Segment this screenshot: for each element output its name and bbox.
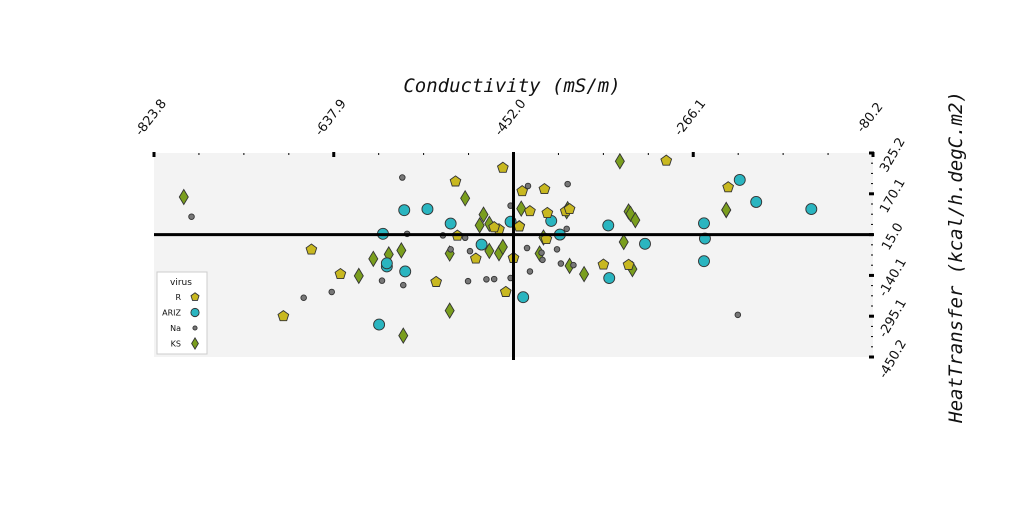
point-na bbox=[466, 247, 474, 255]
point-na bbox=[563, 225, 570, 233]
point-ks bbox=[444, 302, 455, 320]
point-ariz bbox=[602, 219, 615, 232]
point-ariz bbox=[698, 217, 710, 230]
point-na bbox=[564, 180, 571, 188]
point-ariz bbox=[421, 203, 434, 216]
point-na bbox=[524, 182, 532, 190]
point-na bbox=[447, 246, 454, 253]
point-r bbox=[499, 285, 512, 297]
point-ks bbox=[478, 206, 489, 223]
point-ariz bbox=[475, 238, 488, 251]
point-r bbox=[469, 252, 482, 264]
point-na bbox=[570, 261, 577, 269]
point-na bbox=[464, 277, 472, 285]
y-tick-label: 170.1 bbox=[877, 176, 909, 216]
point-ks bbox=[484, 242, 495, 260]
point-r bbox=[277, 310, 290, 322]
point-ariz bbox=[398, 204, 411, 217]
x-tick-label: -80.2 bbox=[854, 100, 887, 136]
x-tick-label: -637.9 bbox=[312, 97, 350, 139]
point-ks bbox=[614, 152, 625, 170]
point-ks bbox=[618, 233, 629, 251]
point-na bbox=[483, 276, 490, 283]
point-r bbox=[305, 243, 318, 255]
x-axis-title: Conductivity (mS/m) bbox=[403, 75, 620, 97]
point-r bbox=[496, 161, 509, 173]
point-na bbox=[490, 275, 498, 283]
point-r bbox=[524, 205, 536, 217]
point-na bbox=[399, 174, 406, 181]
point-na bbox=[400, 281, 407, 289]
point-r bbox=[449, 175, 462, 187]
point-ariz bbox=[698, 255, 710, 268]
point-ariz bbox=[373, 318, 386, 331]
legend-marker-ks bbox=[191, 337, 199, 350]
x-tick-label: -452.0 bbox=[492, 97, 530, 139]
y-tick-label: -140.1 bbox=[876, 256, 910, 300]
point-ks bbox=[579, 265, 590, 283]
point-ariz bbox=[805, 203, 818, 216]
point-r bbox=[538, 182, 551, 195]
point-na bbox=[378, 277, 386, 284]
point-ks bbox=[396, 242, 407, 259]
point-ks bbox=[497, 238, 508, 256]
legend: virus R ARIZ Na KS bbox=[156, 271, 208, 355]
legend-title: virus bbox=[170, 278, 192, 288]
legend-label-ks: KS bbox=[171, 340, 181, 349]
y-tick-label: 325.2 bbox=[877, 135, 909, 175]
point-r bbox=[541, 206, 554, 219]
point-ariz bbox=[517, 291, 530, 304]
point-na bbox=[526, 268, 534, 275]
data-points-group bbox=[178, 152, 818, 345]
point-ariz bbox=[444, 217, 457, 230]
y-tick-label: -295.1 bbox=[876, 297, 910, 341]
point-r bbox=[622, 258, 635, 270]
point-na bbox=[553, 246, 561, 253]
point-na bbox=[188, 213, 195, 220]
point-na bbox=[539, 256, 546, 264]
point-r bbox=[430, 275, 443, 287]
point-r bbox=[334, 267, 347, 280]
point-ks bbox=[721, 201, 732, 219]
point-ks bbox=[368, 250, 379, 268]
y-axis-title: HeatTransfer (kcal/h.degC.m2) bbox=[945, 91, 967, 424]
point-na bbox=[557, 260, 565, 267]
point-ariz bbox=[399, 265, 412, 278]
x-tick-label: -823.8 bbox=[132, 97, 170, 139]
point-ariz bbox=[380, 257, 393, 270]
point-r bbox=[597, 258, 610, 270]
point-na bbox=[734, 311, 742, 319]
legend-marker-na bbox=[192, 325, 198, 331]
point-ks bbox=[353, 267, 364, 285]
y-tick-label: -450.2 bbox=[876, 337, 910, 381]
point-r bbox=[660, 154, 673, 166]
point-ariz bbox=[733, 173, 746, 186]
legend-label-ariz: ARIZ bbox=[162, 309, 181, 318]
point-na bbox=[538, 249, 545, 257]
point-r bbox=[563, 202, 576, 215]
point-ks bbox=[630, 211, 641, 229]
legend-marker-r bbox=[190, 292, 200, 301]
point-r bbox=[722, 181, 735, 193]
point-ariz bbox=[603, 272, 616, 284]
point-r bbox=[488, 221, 501, 233]
legend-marker-ariz bbox=[190, 307, 200, 318]
point-ariz bbox=[639, 237, 651, 250]
legend-label-r: R bbox=[175, 293, 181, 302]
point-na bbox=[328, 288, 335, 296]
point-ks bbox=[460, 189, 471, 207]
point-ks bbox=[398, 327, 409, 345]
point-na bbox=[523, 244, 531, 252]
y-tick-label: 15.0 bbox=[879, 221, 906, 254]
point-ks bbox=[474, 217, 485, 234]
point-na bbox=[300, 294, 307, 302]
legend-label-na: Na bbox=[170, 324, 181, 333]
point-ks bbox=[516, 200, 527, 217]
point-ks bbox=[178, 188, 189, 206]
x-tick-label: -266.1 bbox=[672, 97, 710, 139]
point-ariz bbox=[750, 196, 763, 208]
